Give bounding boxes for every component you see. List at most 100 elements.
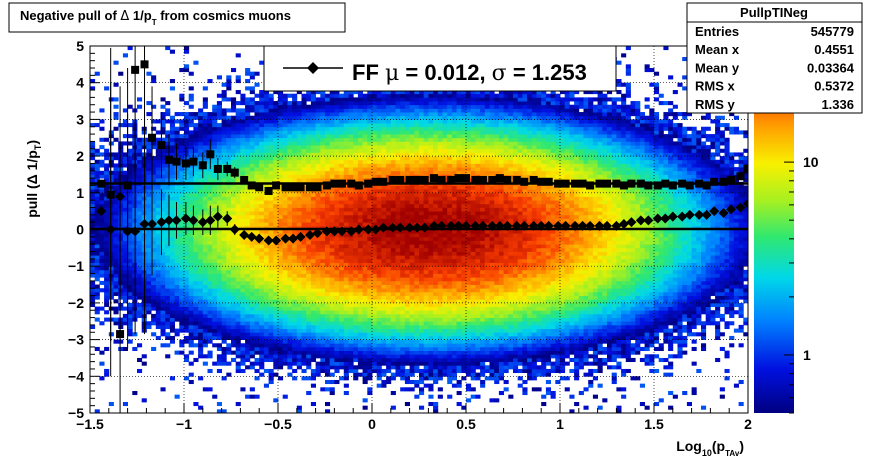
heatmap-cell bbox=[188, 211, 194, 216]
heatmap-cell bbox=[226, 211, 232, 216]
heatmap-cell bbox=[343, 280, 349, 285]
heatmap-cell bbox=[254, 207, 260, 212]
heatmap-cell bbox=[292, 244, 298, 249]
heatmap-cell bbox=[235, 280, 241, 285]
heatmap-cell bbox=[122, 321, 128, 326]
heatmap-cell bbox=[296, 112, 302, 117]
heatmap-cell bbox=[400, 97, 406, 102]
heatmap-cell bbox=[207, 302, 213, 307]
heatmap-cell bbox=[207, 335, 213, 340]
heatmap-cell bbox=[343, 251, 349, 256]
heatmap-cell bbox=[362, 115, 368, 120]
heatmap-cell bbox=[414, 240, 420, 245]
heatmap-cell bbox=[320, 258, 326, 263]
heatmap-cell bbox=[273, 170, 279, 175]
heatmap-cell bbox=[212, 295, 218, 300]
heatmap-cell bbox=[122, 141, 128, 146]
heatmap-cell bbox=[400, 163, 406, 168]
heatmap-cell bbox=[357, 240, 363, 245]
heatmap-cell bbox=[409, 361, 415, 366]
heatmap-cell bbox=[329, 148, 335, 153]
heatmap-cell bbox=[245, 236, 251, 241]
heatmap-cell bbox=[193, 317, 199, 322]
heatmap-cell bbox=[325, 156, 331, 161]
heatmap-cell bbox=[329, 115, 335, 120]
heatmap-cell bbox=[240, 170, 246, 175]
heatmap-cell bbox=[404, 284, 410, 289]
heatmap-cell bbox=[268, 310, 274, 315]
heatmap-cell bbox=[357, 313, 363, 318]
heatmap-cell bbox=[212, 273, 218, 278]
heatmap-cell bbox=[118, 170, 124, 175]
heatmap-cell bbox=[353, 284, 359, 289]
heatmap-cell bbox=[151, 284, 157, 289]
heatmap-cell bbox=[151, 233, 157, 238]
heatmap-cell bbox=[310, 280, 316, 285]
heatmap-cell bbox=[282, 273, 288, 278]
heatmap-cell bbox=[414, 295, 420, 300]
heatmap-cell bbox=[249, 101, 255, 106]
heatmap-cell bbox=[395, 156, 401, 161]
heatmap-cell bbox=[404, 108, 410, 113]
heatmap-cell bbox=[278, 299, 284, 304]
heatmap-cell bbox=[231, 335, 237, 340]
heatmap-cell bbox=[207, 269, 213, 274]
heatmap-cell bbox=[165, 211, 171, 216]
heatmap-cell bbox=[113, 178, 119, 183]
heatmap-cell bbox=[207, 244, 213, 249]
heatmap-cell bbox=[207, 277, 213, 282]
heatmap-cell bbox=[207, 192, 213, 197]
heatmap-cell bbox=[409, 185, 415, 190]
heatmap-cell bbox=[235, 233, 241, 238]
heatmap-cell bbox=[404, 332, 410, 337]
heatmap-cell bbox=[404, 262, 410, 267]
heatmap-cell bbox=[343, 247, 349, 252]
heatmap-cell bbox=[296, 295, 302, 300]
heatmap-cell bbox=[226, 361, 232, 366]
heatmap-cell bbox=[273, 167, 279, 172]
heatmap-cell bbox=[231, 104, 237, 109]
heatmap-cell bbox=[367, 284, 373, 289]
heatmap-cell bbox=[320, 119, 326, 124]
heatmap-cell bbox=[395, 93, 401, 98]
heatmap-cell bbox=[278, 365, 284, 370]
heatmap-cell bbox=[155, 284, 161, 289]
heatmap-cell bbox=[362, 295, 368, 300]
heatmap-cell bbox=[381, 244, 387, 249]
heatmap-cell bbox=[165, 273, 171, 278]
heatmap-cell bbox=[343, 258, 349, 263]
heatmap-cell bbox=[193, 295, 199, 300]
heatmap-cell bbox=[367, 335, 373, 340]
heatmap-cell bbox=[263, 156, 269, 161]
heatmap-cell bbox=[137, 262, 143, 267]
heatmap-cell bbox=[306, 306, 312, 311]
heatmap-cell bbox=[282, 163, 288, 168]
heatmap-cell bbox=[113, 207, 119, 212]
heatmap-cell bbox=[198, 244, 204, 249]
heatmap-cell bbox=[334, 361, 340, 366]
heatmap-cell bbox=[155, 306, 161, 311]
heatmap-cell bbox=[259, 317, 265, 322]
heatmap-cell bbox=[99, 255, 105, 260]
heatmap-cell bbox=[231, 141, 237, 146]
heatmap-cell bbox=[409, 255, 415, 260]
heatmap-cell bbox=[113, 174, 119, 179]
heatmap-cell bbox=[216, 189, 222, 194]
heatmap-cell bbox=[372, 112, 378, 117]
heatmap-cell bbox=[184, 255, 190, 260]
heatmap-cell bbox=[268, 211, 274, 216]
heatmap-cell bbox=[212, 123, 218, 128]
heatmap-cell bbox=[296, 339, 302, 344]
heatmap-cell bbox=[376, 251, 382, 256]
heatmap-cell bbox=[353, 101, 359, 106]
heatmap-cell bbox=[381, 123, 387, 128]
heatmap-cell bbox=[395, 324, 401, 329]
heatmap-cell bbox=[240, 277, 246, 282]
heatmap-cell bbox=[231, 262, 237, 267]
heatmap-cell bbox=[386, 277, 392, 282]
heatmap-cell bbox=[240, 167, 246, 172]
heatmap-cell bbox=[400, 170, 406, 175]
heatmap-cell bbox=[231, 134, 237, 139]
heatmap-cell bbox=[282, 134, 288, 139]
heatmap-cell bbox=[292, 130, 298, 135]
